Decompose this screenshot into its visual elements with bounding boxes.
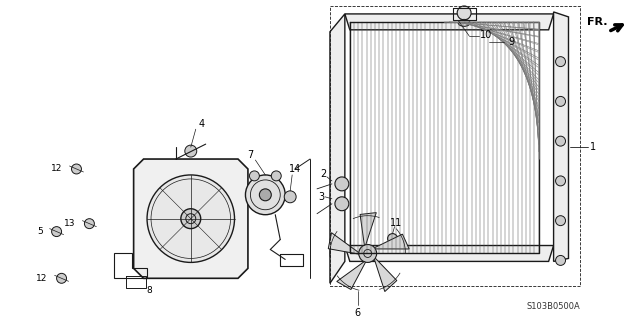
Polygon shape	[328, 233, 363, 255]
Circle shape	[52, 226, 61, 237]
Polygon shape	[360, 212, 376, 249]
Text: 12: 12	[51, 165, 63, 174]
Circle shape	[147, 175, 234, 263]
Circle shape	[388, 234, 397, 243]
Text: 12: 12	[36, 274, 47, 283]
Circle shape	[335, 177, 349, 191]
Polygon shape	[330, 14, 345, 283]
Text: S103B0500A: S103B0500A	[527, 302, 580, 311]
Circle shape	[359, 245, 377, 263]
Circle shape	[259, 189, 271, 201]
Text: 5: 5	[37, 227, 43, 236]
Circle shape	[84, 219, 94, 229]
Ellipse shape	[458, 19, 470, 26]
Circle shape	[185, 145, 196, 157]
Polygon shape	[134, 159, 248, 278]
Text: 10: 10	[480, 30, 492, 40]
Polygon shape	[345, 14, 554, 30]
Circle shape	[556, 256, 566, 265]
Circle shape	[556, 176, 566, 186]
Polygon shape	[554, 12, 568, 261]
Circle shape	[56, 273, 67, 283]
Text: 13: 13	[64, 219, 76, 228]
Polygon shape	[371, 234, 409, 249]
Circle shape	[556, 96, 566, 106]
Text: 11: 11	[390, 218, 403, 228]
Text: 6: 6	[355, 308, 361, 318]
Text: 3: 3	[318, 192, 324, 202]
Text: 9: 9	[509, 37, 515, 47]
Circle shape	[250, 171, 259, 181]
Polygon shape	[345, 246, 554, 261]
Polygon shape	[372, 255, 397, 292]
Circle shape	[457, 6, 471, 20]
Circle shape	[271, 171, 281, 181]
Circle shape	[181, 209, 201, 229]
Text: 1: 1	[590, 142, 596, 152]
Circle shape	[284, 191, 296, 203]
Text: 4: 4	[199, 119, 205, 129]
Circle shape	[246, 175, 285, 215]
Text: 7: 7	[247, 150, 253, 160]
Polygon shape	[337, 258, 367, 290]
Text: FR.: FR.	[587, 17, 607, 27]
Circle shape	[72, 164, 81, 174]
Text: 8: 8	[146, 286, 152, 295]
Text: 14: 14	[289, 164, 301, 174]
Circle shape	[556, 57, 566, 67]
Circle shape	[335, 197, 349, 211]
Text: 2: 2	[320, 169, 326, 179]
Circle shape	[556, 136, 566, 146]
Circle shape	[556, 216, 566, 226]
